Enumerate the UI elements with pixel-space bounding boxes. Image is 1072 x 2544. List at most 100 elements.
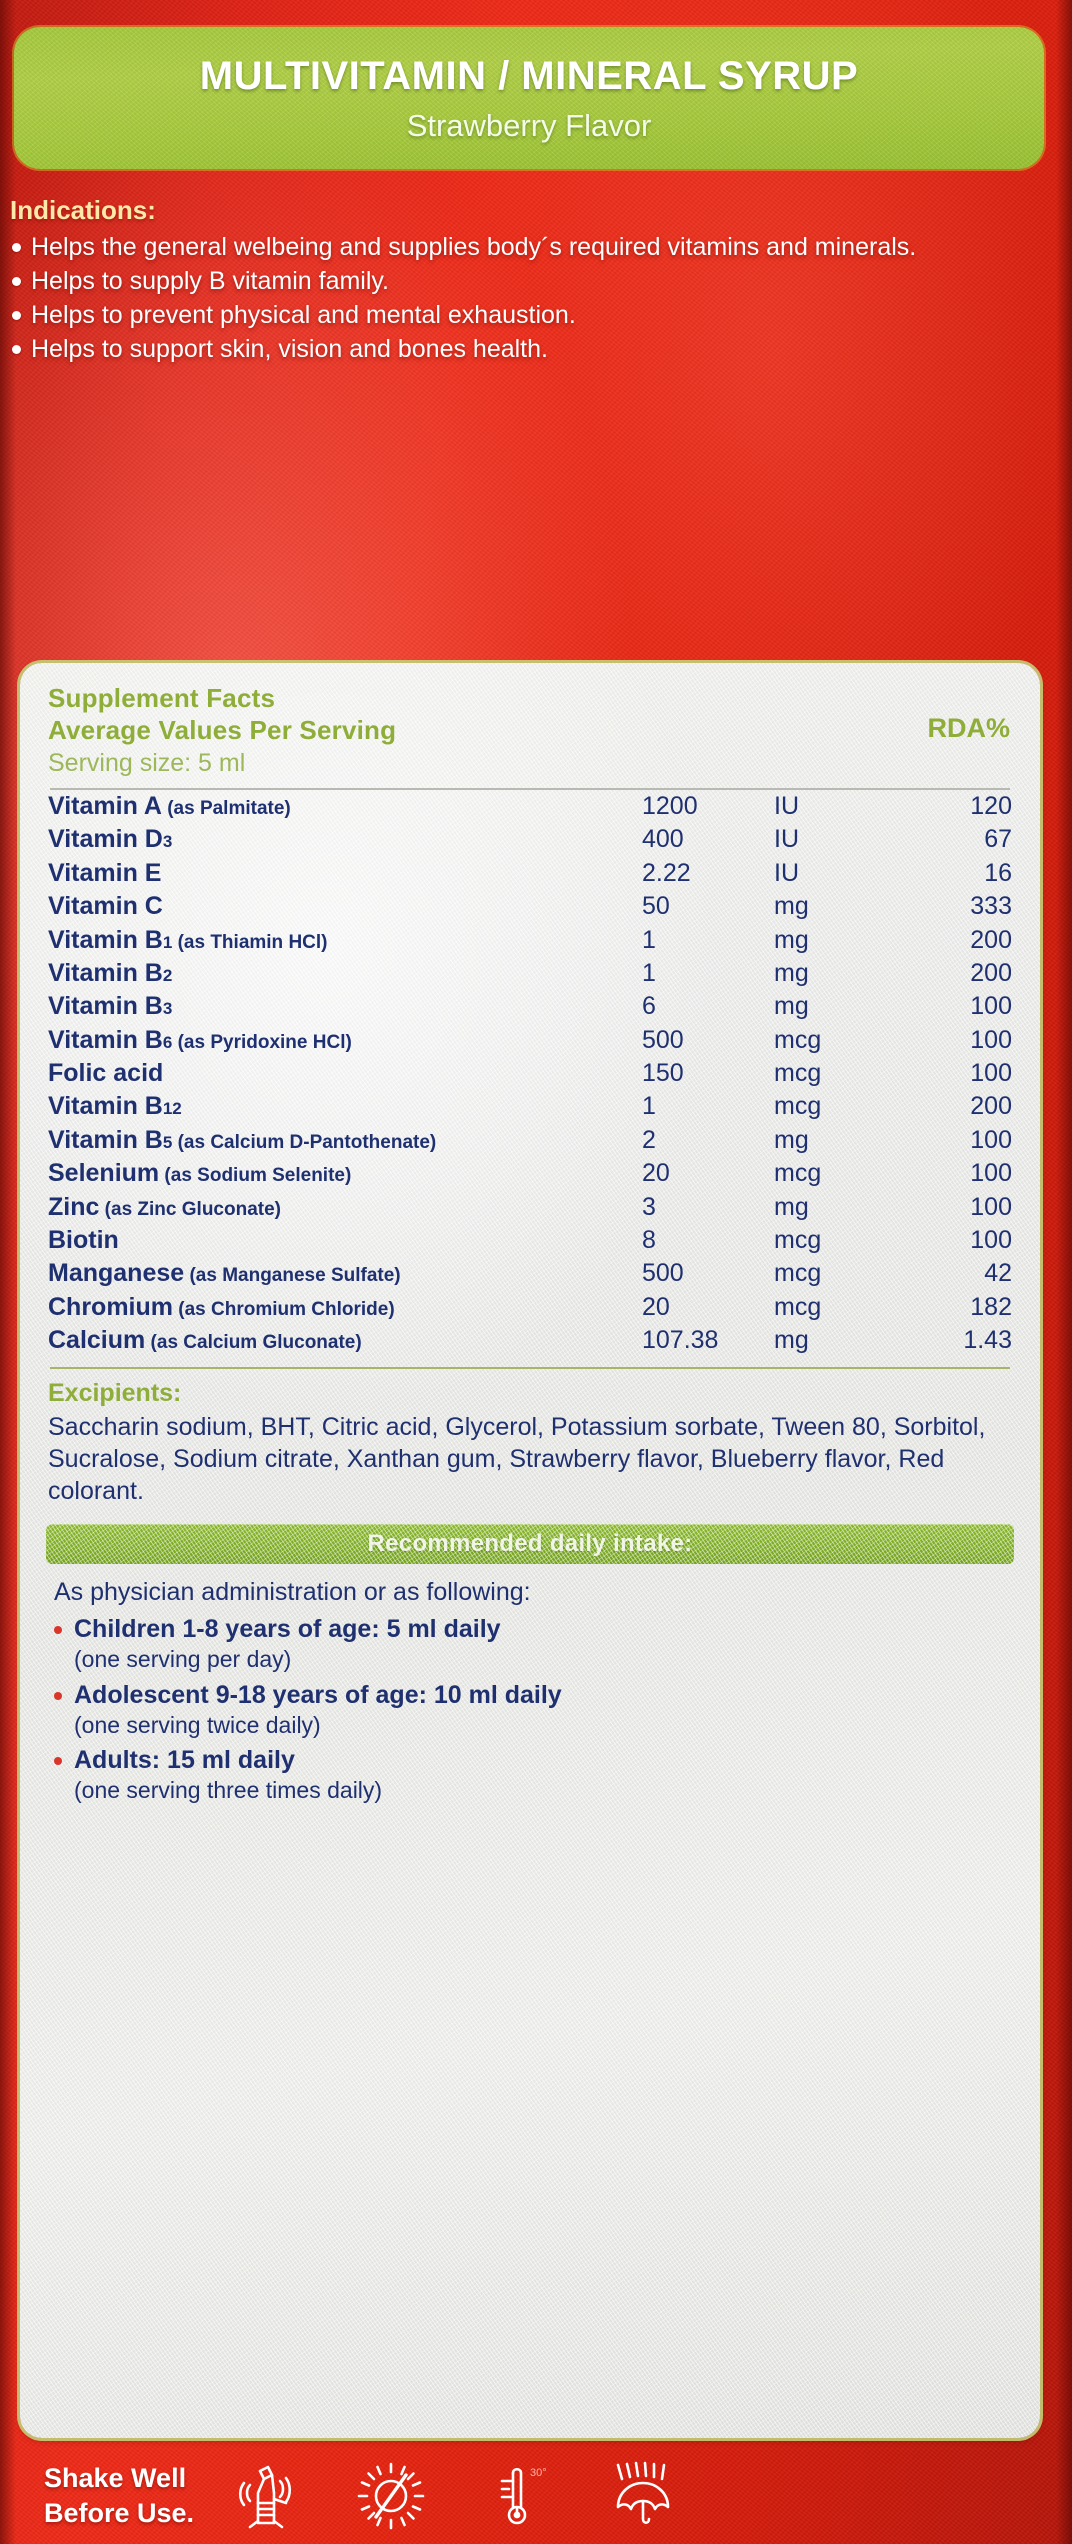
indication-item: Helps to prevent physical and mental exh… — [8, 299, 1064, 331]
nutrient-amount: 2.22 — [642, 858, 691, 887]
indications-list: Helps the general welbeing and supplies … — [8, 231, 1064, 365]
nutrient-name: Vitamin D3 — [48, 825, 642, 858]
nutrient-name-text: Vitamin B — [48, 1025, 163, 1054]
nutrient-amount: 1 — [642, 925, 656, 954]
intake-dose-text: Children 1-8 years of age: 5 ml daily — [74, 1614, 501, 1643]
shake-well-line-1: Shake Well — [44, 2463, 187, 2494]
recommended-intake-list: Children 1-8 years of age: 5 ml daily (on… — [48, 1614, 1012, 1805]
supplement-facts-table: Vitamin A (as Palmitate) 1200 IU 120 Vitamin… — [48, 792, 1012, 1360]
indications-title: Indications: — [10, 195, 156, 225]
bullet-dot-icon — [12, 311, 21, 321]
table-row: Selenium (as Sodium Selenite) 20 mcg 100 — [48, 1159, 1012, 1192]
nutrient-name-text: Vitamin D — [48, 825, 163, 854]
rda-column-header: RDA% — [927, 713, 1010, 743]
shake-well-text: Shake Well Before Use. — [44, 2461, 194, 2530]
nutrient-rda-percent: 100 — [970, 1059, 1012, 1088]
table-row: Zinc (as Zinc Gluconate) 3 mg 100 — [48, 1193, 1012, 1226]
nutrient-amount: 500 — [642, 1025, 684, 1054]
table-row: Chromium (as Chromium Chloride) 20 mcg 182 — [48, 1293, 1012, 1326]
nutrient-name: Biotin — [48, 1226, 642, 1259]
nutrient-unit: IU — [774, 858, 799, 887]
nutrient-name: Chromium (as Chromium Chloride) — [48, 1293, 642, 1326]
bullet-dot-icon — [12, 345, 21, 355]
bullet-dot-icon — [54, 1625, 62, 1634]
nutrient-source-qualifier: (as Palmitate) — [161, 797, 291, 819]
indications-section: Indications: Helps the general welbeing … — [8, 195, 1064, 367]
keep-dry-umbrella-icon — [606, 2459, 680, 2533]
excipients-title: Excipients: — [48, 1378, 182, 1407]
nutrient-name-text: Vitamin B — [48, 1092, 163, 1121]
table-row: Vitamin B6 (as Pyridoxine HCl) 500 mcg 100 — [48, 1026, 1012, 1059]
nutrient-amount: 1200 — [642, 791, 698, 820]
nutrient-subscript: 2 — [162, 965, 173, 985]
nutrient-amount: 20 — [642, 1292, 670, 1321]
recommended-intake-intro: As physician administration or as follow… — [54, 1577, 531, 1606]
indication-item: Helps the general welbeing and supplies … — [8, 231, 1064, 263]
nutrient-subscript: 1 — [162, 932, 173, 952]
nutrient-amount: 1 — [642, 1092, 656, 1121]
nutrient-rda-percent: 1.43 — [963, 1326, 1012, 1355]
facts-divider-bottom — [50, 1366, 1010, 1369]
nutrient-name-text: Vitamin B — [48, 992, 163, 1021]
nutrient-source-qualifier: (as Zinc Gluconate) — [99, 1198, 281, 1220]
nutrient-name-text: Vitamin B — [48, 925, 163, 954]
shake-well-line-2: Before Use. — [44, 2498, 195, 2528]
nutrient-subscript: 12 — [162, 1099, 182, 1119]
table-row: Vitamin D3 400 IU 67 — [48, 825, 1012, 858]
temperature-limit-label: 30° — [530, 2467, 547, 2479]
intake-dose-text: Adults: 15 ml daily — [74, 1746, 295, 1775]
nutrient-unit: mg — [774, 892, 809, 921]
nutrient-name-text: Selenium — [48, 1159, 160, 1188]
nutrient-unit: mg — [774, 1125, 809, 1154]
nutrient-rda-percent: 333 — [970, 892, 1012, 921]
intake-item: Children 1-8 years of age: 5 ml daily (on… — [54, 1614, 1012, 1674]
intake-dose-text: Adolescent 9-18 years of age: 10 ml dail… — [74, 1680, 562, 1709]
nutrient-rda-percent: 120 — [970, 791, 1012, 820]
nutrient-source-qualifier: (as Sodium Selenite) — [159, 1165, 352, 1187]
nutrient-unit: mg — [774, 992, 809, 1021]
nutrient-unit: IU — [774, 791, 799, 820]
table-row: Vitamin E 2.22 IU 16 — [48, 859, 1012, 892]
nutrient-unit: mcg — [774, 1292, 822, 1321]
nutrient-subscript: 6 — [162, 1032, 173, 1052]
nutrient-subscript: 3 — [162, 999, 173, 1019]
nutrient-rda-percent: 200 — [970, 925, 1012, 954]
indication-item: Helps to supply B vitamin family. — [8, 265, 1064, 297]
nutrient-source-qualifier: (as Chromium Chloride) — [173, 1298, 395, 1320]
bullet-dot-icon — [12, 243, 21, 253]
nutrient-unit: mcg — [774, 1159, 822, 1188]
product-name: MULTIVITAMIN / MINERAL SYRUP — [199, 53, 859, 98]
nutrient-source-qualifier: (as Calcium Gluconate) — [145, 1332, 362, 1354]
nutrient-unit: mg — [774, 1326, 809, 1355]
nutrient-name-text: Chromium — [48, 1292, 173, 1321]
nutrient-rda-percent: 200 — [970, 1092, 1012, 1121]
nutrient-name: Calcium (as Calcium Gluconate) — [48, 1326, 642, 1359]
nutrient-amount: 107.38 — [642, 1326, 719, 1355]
no-sunlight-icon — [354, 2459, 428, 2533]
nutrient-name-text: Folic acid — [48, 1059, 164, 1088]
recommended-intake-bar: Recommended daily intake: — [46, 1523, 1014, 1564]
product-flavor: Strawberry Flavor — [406, 107, 652, 143]
intake-item: Adults: 15 ml daily (one serving three ti… — [54, 1745, 1012, 1805]
nutrient-source-qualifier: (as Pyridoxine HCl) — [172, 1031, 352, 1053]
table-row: Calcium (as Calcium Gluconate) 107.38 mg 1.… — [48, 1326, 1012, 1359]
bullet-dot-icon — [54, 1757, 62, 1766]
nutrient-amount: 50 — [642, 892, 670, 921]
indication-text: Helps the general welbeing and supplies … — [31, 233, 917, 262]
nutrient-name-text: Vitamin B — [48, 1125, 163, 1154]
nutrient-amount: 1 — [642, 958, 656, 987]
nutrient-amount: 20 — [642, 1159, 670, 1188]
temperature-limit-icon: 30° — [480, 2459, 554, 2533]
nutrient-amount: 500 — [642, 1259, 684, 1288]
nutrient-name-text: Zinc — [48, 1192, 100, 1221]
nutrient-name-text: Vitamin B — [48, 958, 163, 987]
nutrient-amount: 8 — [642, 1226, 656, 1255]
table-row: Vitamin B5 (as Calcium D-Pantothenate) 2 m… — [48, 1126, 1012, 1159]
nutrient-unit: mg — [774, 958, 809, 987]
nutrient-source-qualifier: (as Manganese Sulfate) — [184, 1265, 401, 1287]
nutrient-name: Vitamin B5 (as Calcium D-Pantothenate) — [48, 1126, 642, 1159]
nutrient-rda-percent: 100 — [970, 1159, 1012, 1188]
supplement-facts-title: Supplement Facts — [48, 683, 276, 713]
table-row: Vitamin B12 1 mcg 200 — [48, 1092, 1012, 1125]
recommended-intake-label: Recommended daily intake: — [367, 1529, 693, 1557]
